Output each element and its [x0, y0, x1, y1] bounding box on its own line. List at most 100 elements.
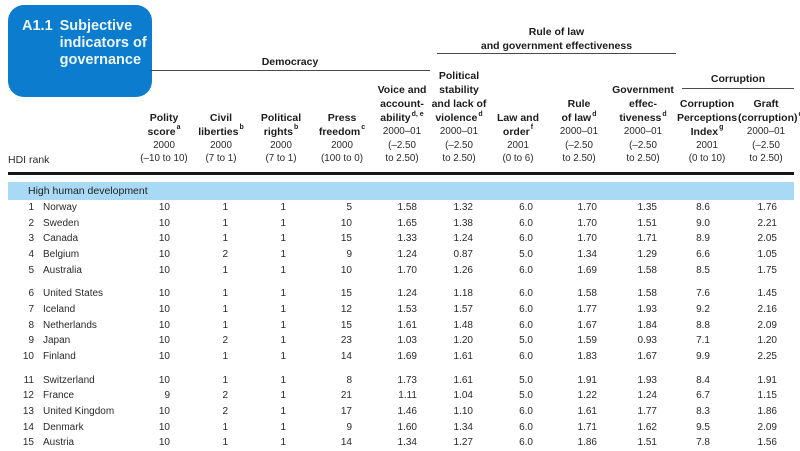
- hdi-rank: 11: [23, 374, 34, 386]
- value-cell: 10: [158, 335, 170, 347]
- value-cell: 1.67: [577, 319, 597, 331]
- value-cell: 1.58: [637, 264, 657, 276]
- hdi-rank: 9: [28, 335, 34, 347]
- value-cell: 1.05: [757, 248, 777, 260]
- value-cell: 1: [222, 201, 228, 213]
- country-name: Netherlands: [43, 319, 97, 331]
- value-cell: 1.58: [637, 288, 657, 300]
- value-cell: 10: [158, 437, 170, 449]
- value-cell: 1.67: [637, 351, 657, 363]
- value-cell: 15: [340, 233, 352, 245]
- value-cell: 1: [280, 374, 286, 386]
- value-cell: 10: [158, 351, 170, 363]
- value-cell: 2: [222, 406, 228, 418]
- value-cell: 1: [222, 217, 228, 229]
- country-name: Iceland: [43, 303, 76, 315]
- country-name: Sweden: [43, 217, 80, 229]
- value-cell: 1.70: [397, 264, 417, 276]
- country-name: Denmark: [43, 421, 84, 433]
- section-band: High human development: [8, 181, 794, 200]
- value-cell: 10: [158, 264, 170, 276]
- value-cell: 1: [222, 303, 228, 315]
- value-cell: 6.0: [519, 351, 533, 363]
- value-cell: 1.77: [637, 406, 657, 418]
- value-cell: 5: [346, 201, 352, 213]
- column-header-hdi-rank: HDI rank: [8, 56, 138, 175]
- value-cell: 6.7: [696, 390, 710, 402]
- value-cell: 1.70: [577, 201, 597, 213]
- table-row: 11 Switzerland 10 1 1 8 1.73 1.61 5.0 1.91 1.93 8.4…: [8, 372, 794, 388]
- value-cell: 8.8: [696, 319, 710, 331]
- column-header-corruption-perceptions: Corruption Perceptions Indexg 2001 (0 to…: [676, 56, 738, 175]
- value-cell: 1.84: [637, 319, 657, 331]
- value-cell: 1.51: [637, 217, 657, 229]
- country-cell: 15 Austria: [8, 435, 138, 451]
- country-cell: 1 Norway: [8, 200, 138, 216]
- value-cell: 10: [158, 374, 170, 386]
- value-cell: 6.0: [519, 288, 533, 300]
- value-cell: 1: [222, 264, 228, 276]
- value-cell: 1.61: [397, 319, 417, 331]
- value-cell: 2.05: [757, 233, 777, 245]
- value-cell: 1.61: [577, 406, 597, 418]
- value-cell: 1.60: [397, 421, 417, 433]
- country-name: Canada: [43, 233, 79, 245]
- country-name: Japan: [43, 335, 71, 347]
- value-cell: 1.24: [397, 288, 417, 300]
- hdi-rank: 13: [22, 406, 34, 418]
- table-row: 14 Denmark 10 1 1 9 1.60 1.34 6.0 1.71 1.62 9.5 2.09: [8, 419, 794, 435]
- value-cell: 7.8: [696, 437, 710, 449]
- country-cell: 13 United Kingdom: [8, 404, 138, 420]
- value-cell: 23: [340, 335, 352, 347]
- value-cell: 1: [222, 319, 228, 331]
- value-cell: 21: [340, 390, 352, 402]
- value-cell: 1: [280, 288, 286, 300]
- value-cell: 1: [280, 437, 286, 449]
- value-cell: 9.2: [696, 303, 710, 315]
- value-cell: 1: [280, 264, 286, 276]
- value-cell: 1: [222, 288, 228, 300]
- value-cell: 1: [222, 351, 228, 363]
- country-cell: 9 Japan: [8, 333, 138, 349]
- value-cell: 8: [346, 374, 352, 386]
- hdi-rank: 10: [22, 351, 34, 363]
- value-cell: 8.3: [696, 406, 710, 418]
- value-cell: 14: [340, 351, 352, 363]
- value-cell: 1.22: [577, 390, 597, 402]
- value-cell: 2.09: [757, 421, 777, 433]
- value-cell: 1.35: [637, 201, 657, 213]
- value-cell: 15: [340, 288, 352, 300]
- table-row: 5 Australia 10 1 1 10 1.70 1.26 6.0 1.69 1.58 8.5 1.…: [8, 262, 794, 278]
- value-cell: 6.0: [519, 406, 533, 418]
- value-cell: 6.0: [519, 421, 533, 433]
- value-cell: 1.45: [757, 288, 777, 300]
- value-cell: 1.33: [397, 233, 417, 245]
- table-number: A1.1: [22, 18, 53, 34]
- value-cell: 9.9: [696, 351, 710, 363]
- governance-table: HDI rank Polity scorea 2000 (–10 to 10) …: [8, 56, 800, 451]
- value-cell: 9: [346, 248, 352, 260]
- value-cell: 1: [280, 201, 286, 213]
- table-row: 15 Austria 10 1 1 14 1.34 1.27 6.0 1.86 1.51 7.8 1.5…: [8, 435, 794, 451]
- value-cell: 1.69: [397, 351, 417, 363]
- value-cell: 1.53: [397, 303, 417, 315]
- value-cell: 1.34: [453, 421, 473, 433]
- country-cell: 12 France: [8, 388, 138, 404]
- column-header-political-stability: Political stability and lack of violence…: [430, 56, 488, 175]
- value-cell: 2: [222, 390, 228, 402]
- column-header-political-rights: Political rightsb 2000 (7 to 1): [252, 56, 310, 175]
- country-cell: 5 Australia: [8, 262, 138, 278]
- value-cell: 5.0: [519, 335, 533, 347]
- value-cell: 8.5: [696, 264, 710, 276]
- hdi-rank: 3: [28, 233, 34, 245]
- value-cell: 6.0: [519, 217, 533, 229]
- country-cell: 10 Finland: [8, 349, 138, 365]
- column-header-government-effectiveness: Government effec- tivenessd 2000–01 (–2.…: [610, 56, 676, 175]
- country-name: Finland: [43, 351, 76, 363]
- value-cell: 5.0: [519, 390, 533, 402]
- group-header-rule-of-law: Rule of law and government effectiveness: [437, 25, 676, 54]
- value-cell: 1.86: [757, 406, 777, 418]
- value-cell: 1.04: [453, 390, 473, 402]
- country-cell: 4 Belgium: [8, 247, 138, 263]
- country-cell: 11 Switzerland: [8, 372, 138, 388]
